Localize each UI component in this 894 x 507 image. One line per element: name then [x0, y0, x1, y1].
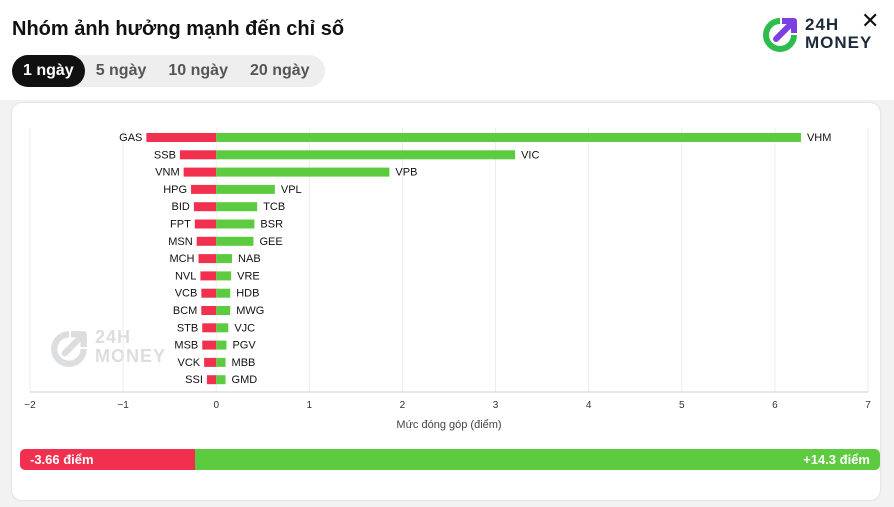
watermark-line1: 24H [95, 327, 132, 347]
x-tick-label: 3 [493, 400, 499, 411]
negative-bar [204, 357, 217, 367]
header: Nhóm ảnh hưởng mạnh đến chỉ số 24H MONEY… [0, 0, 894, 100]
logo-icon [763, 18, 797, 52]
positive-bar [216, 150, 516, 160]
positive-bar-label: NAB [238, 253, 261, 265]
positive-bar [216, 271, 232, 281]
x-tick-label: 5 [679, 400, 685, 411]
watermark-text: 24H MONEY [95, 328, 166, 366]
positive-bar [216, 288, 231, 298]
negative-bar [206, 375, 217, 385]
positive-bar-label: MBB [232, 357, 256, 369]
x-tick-label: 6 [772, 400, 778, 411]
positive-bar-label: HDB [236, 288, 259, 300]
x-tick-label: 0 [213, 400, 219, 411]
negative-bar [198, 254, 217, 264]
negative-bar [191, 184, 217, 194]
positive-bar [216, 323, 229, 333]
negative-bar [193, 202, 217, 212]
positive-bar-label: VPB [395, 167, 417, 179]
positive-bar [216, 202, 258, 212]
positive-bar [216, 306, 231, 315]
negative-bar-label: VCB [175, 288, 198, 300]
negative-bar [201, 306, 217, 315]
tab-20-ngay[interactable]: 20 ngày [249, 62, 310, 79]
negative-bar [196, 236, 217, 246]
negative-bar-label: VCK [177, 357, 200, 369]
watermark: 24H MONEY [50, 328, 165, 373]
x-tick-label: 1 [307, 400, 313, 411]
positive-bar-label: VPL [281, 184, 302, 196]
negative-bar [201, 288, 217, 298]
logo-line1: 24H [805, 15, 840, 34]
negative-bar-label: SSB [154, 149, 176, 161]
x-tick-label: 7 [865, 400, 871, 411]
positive-bar [216, 375, 226, 385]
logo-line2: MONEY [805, 33, 873, 52]
negative-bar [202, 323, 217, 333]
negative-bar [146, 133, 217, 142]
positive-bar [216, 184, 275, 194]
negative-bar-label: NVL [175, 270, 196, 282]
negative-bar-label: MSN [168, 236, 193, 248]
period-tabs: 1 ngày 5 ngày 10 ngày 20 ngày [12, 55, 325, 87]
positive-bar-label: BSR [260, 219, 283, 231]
negative-bar-label: BCM [173, 305, 197, 317]
negative-bar [202, 340, 217, 350]
positive-bar-label: TCB [263, 201, 285, 213]
positive-bar-label: PGV [232, 340, 256, 352]
x-tick-label: −1 [117, 400, 129, 411]
negative-bar [200, 271, 217, 281]
page-title: Nhóm ảnh hưởng mạnh đến chỉ số [12, 18, 345, 40]
positive-bar [216, 133, 801, 142]
positive-bar-label: VHM [807, 132, 831, 144]
positive-bar [216, 219, 255, 229]
positive-bar-label: GMD [232, 374, 258, 386]
tab-10-ngay[interactable]: 10 ngày [168, 62, 228, 79]
positive-bar [216, 236, 254, 246]
negative-bar-label: STB [177, 322, 198, 334]
chart-card [12, 103, 880, 500]
negative-bar-label: FPT [170, 219, 191, 231]
watermark-line2: MONEY [95, 346, 167, 366]
x-tick-label: 2 [400, 400, 406, 411]
tab-1-ngay[interactable]: 1 ngày [12, 55, 85, 87]
positive-bar [216, 254, 233, 264]
negative-bar [179, 150, 217, 160]
logo-text: 24H MONEY [805, 16, 872, 52]
positive-bar [216, 167, 390, 177]
negative-bar-label: GAS [119, 132, 142, 144]
positive-bar-label: VRE [237, 270, 260, 282]
negative-bar-label: HPG [163, 184, 187, 196]
x-axis-label: Mức đóng góp (điểm) [396, 419, 501, 431]
positive-bar-label: MWG [236, 305, 264, 317]
positive-bar-label: VJC [234, 322, 255, 334]
positive-bar-label: GEE [259, 236, 282, 248]
positive-total: +14.3 điểm [195, 449, 880, 470]
positive-bar-label: VIC [521, 149, 539, 161]
negative-bar-label: SSI [185, 374, 203, 386]
negative-bar-label: BID [172, 201, 190, 213]
negative-bar-label: MSB [174, 340, 198, 352]
negative-bar-label: MCH [169, 253, 194, 265]
logo: 24H MONEY [762, 15, 882, 55]
watermark-logo-icon [51, 331, 87, 367]
positive-bar [216, 357, 226, 367]
negative-bar [183, 167, 217, 177]
positive-bar [216, 340, 227, 350]
negative-bar-label: VNM [155, 167, 179, 179]
negative-total: -3.66 điểm [20, 449, 196, 470]
totals-bar: -3.66 điểm +14.3 điểm [20, 449, 880, 470]
tab-5-ngay[interactable]: 5 ngày [95, 62, 147, 79]
x-tick-label: −2 [24, 400, 36, 411]
x-tick-label: 4 [586, 400, 592, 411]
close-icon[interactable]: ✕ [861, 8, 880, 33]
negative-bar [194, 219, 217, 229]
